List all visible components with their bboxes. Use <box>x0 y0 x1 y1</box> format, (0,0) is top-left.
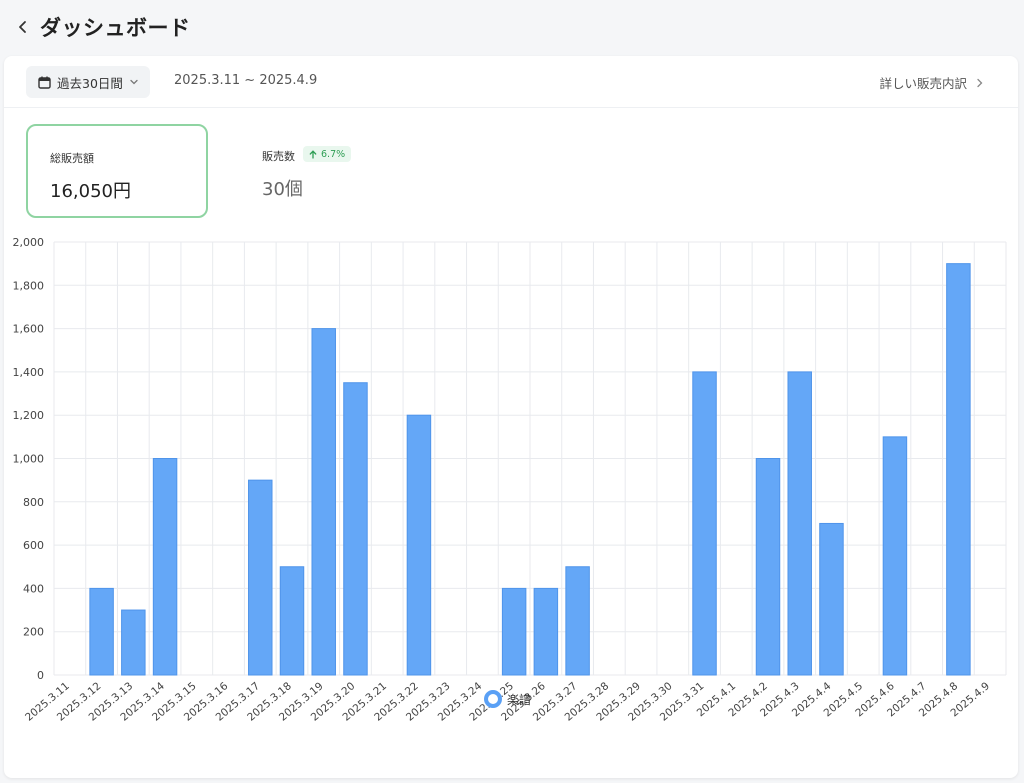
page-title: ダッシュボード <box>40 16 191 40</box>
sales-count-card[interactable]: 販売数 6.7% 30個 <box>240 124 422 218</box>
legend-label: 楽譜 <box>507 692 532 707</box>
period-dropdown[interactable]: 過去30日間 <box>26 66 150 98</box>
change-value: 6.7% <box>321 148 346 160</box>
bar <box>787 371 812 676</box>
chevron-left-icon <box>19 21 26 33</box>
bar <box>533 587 559 676</box>
calendar-icon <box>38 76 51 89</box>
y-tick-label: 1,200 <box>13 409 45 422</box>
total-sales-value: 16,050円 <box>50 181 131 202</box>
bar <box>121 609 146 676</box>
chevron-right-icon <box>977 78 983 87</box>
y-tick-label: 400 <box>23 582 44 595</box>
total-sales-label: 総販売額 <box>50 152 94 165</box>
change-badge: 6.7% <box>303 146 352 162</box>
bar <box>406 414 432 676</box>
detail-link-label: 詳しい販売内訳 <box>879 76 967 91</box>
period-label: 過去30日間 <box>57 75 123 91</box>
bar <box>692 371 717 676</box>
y-tick-label: 1,600 <box>13 323 45 336</box>
total-sales-card[interactable]: 総販売額 16,050円 <box>26 124 208 218</box>
toolbar: 過去30日間 2025.3.11 ~ 2025.4.9 詳しい販売内訳 <box>4 56 1018 108</box>
y-tick-label: 1,800 <box>13 279 45 292</box>
chevron-down-icon <box>130 79 138 85</box>
bar <box>946 263 971 676</box>
y-tick-label: 2,000 <box>13 236 45 249</box>
y-tick-label: 600 <box>23 539 44 552</box>
bar <box>882 436 908 676</box>
legend-marker <box>484 690 502 708</box>
bar <box>311 328 336 676</box>
bar <box>501 587 527 676</box>
bar <box>279 566 305 676</box>
chart-legend[interactable]: 楽譜 <box>484 690 531 708</box>
sales-count-value: 30個 <box>262 179 303 200</box>
bar <box>755 458 781 676</box>
bar <box>248 479 273 676</box>
detail-sales-link[interactable]: 詳しい販売内訳 <box>879 73 984 92</box>
bar <box>343 382 368 676</box>
bar <box>152 458 178 676</box>
page-header: ダッシュボード <box>0 0 1024 54</box>
y-tick-label: 1,400 <box>13 366 45 379</box>
y-tick-label: 800 <box>23 496 44 509</box>
sales-count-label: 販売数 <box>262 150 295 163</box>
date-range: 2025.3.11 ~ 2025.4.9 <box>174 73 318 88</box>
sales-bar-chart: 0 200 400 600 800 1,000 1,200 1,400 1,600 1,800 2,… <box>13 236 1007 724</box>
y-tick-label: 0 <box>37 669 44 682</box>
y-tick-label: 200 <box>23 626 44 639</box>
arrow-up-icon <box>309 149 317 159</box>
back-button[interactable] <box>12 16 34 38</box>
y-tick-label: 1,000 <box>13 453 45 466</box>
bar <box>819 522 844 676</box>
bar <box>565 566 590 676</box>
bar <box>89 587 114 676</box>
